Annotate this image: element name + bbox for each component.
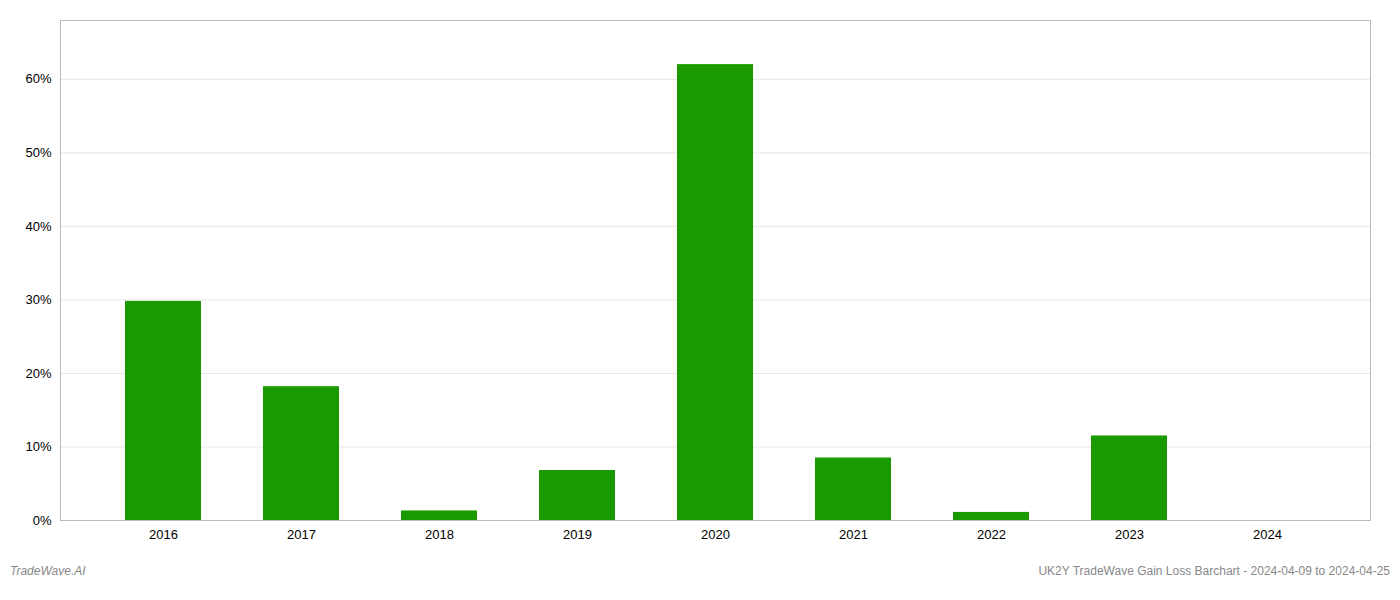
svg-text:40%: 40% (25, 219, 51, 234)
svg-text:2019: 2019 (563, 527, 592, 542)
svg-text:2021: 2021 (839, 527, 868, 542)
svg-text:60%: 60% (25, 71, 51, 86)
svg-text:2022: 2022 (977, 527, 1006, 542)
svg-text:2023: 2023 (1115, 527, 1144, 542)
svg-text:2024: 2024 (1253, 527, 1282, 542)
svg-text:2020: 2020 (701, 527, 730, 542)
svg-text:0%: 0% (33, 513, 52, 528)
svg-text:30%: 30% (25, 292, 51, 307)
svg-text:10%: 10% (25, 439, 51, 454)
svg-text:20%: 20% (25, 366, 51, 381)
html-text:UK2Y TradeWave Gain Loss Barch: UK2Y TradeWave Gain Loss Barchart - 2024… (1038, 564, 1390, 578)
svg-text:2016: 2016 (149, 527, 178, 542)
svg-text:50%: 50% (25, 145, 51, 160)
html-text:TradeWave.AI: TradeWave.AI (10, 564, 86, 578)
svg-text:2017: 2017 (287, 527, 316, 542)
svg-text:2018: 2018 (425, 527, 454, 542)
